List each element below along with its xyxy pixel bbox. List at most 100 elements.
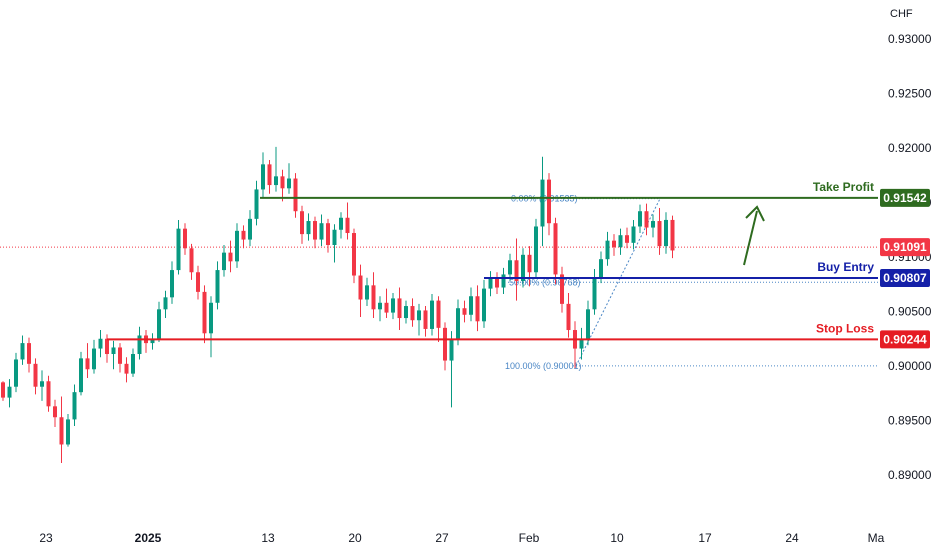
- candle-body: [85, 358, 90, 370]
- x-axis-tick-label: Ma: [868, 531, 885, 545]
- x-axis-tick-label: 27: [435, 531, 449, 545]
- candle-body: [404, 306, 408, 319]
- candle-body: [176, 228, 181, 271]
- candle-body: [118, 347, 122, 364]
- buy-entry-price-tag: 0.90807: [883, 271, 927, 285]
- candle-body: [267, 164, 272, 186]
- candle-body: [157, 309, 161, 339]
- candle-body: [358, 275, 363, 300]
- candle-body: [644, 211, 649, 228]
- candle-body: [20, 343, 25, 360]
- candle-body: [521, 254, 525, 281]
- take-profit-price-tag-box: [880, 188, 930, 207]
- candle-body: [332, 229, 337, 246]
- candle-body: [14, 359, 18, 387]
- candle-body: [664, 219, 668, 247]
- candle-body: [599, 259, 603, 278]
- candle-body: [170, 270, 174, 298]
- candle-body: [482, 288, 486, 322]
- candle-body: [287, 178, 291, 189]
- candle-body: [306, 221, 311, 235]
- candle-body: [183, 228, 187, 249]
- take-profit-price-tag: 0.91542: [883, 191, 927, 205]
- candle-body: [436, 300, 441, 328]
- candle-body: [254, 189, 259, 219]
- candle-body: [495, 277, 499, 288]
- candle-body: [228, 252, 233, 262]
- candle-body: [430, 300, 434, 329]
- take-profit-label: Take Profit: [813, 180, 874, 194]
- candle-body: [365, 285, 369, 300]
- candle-body: [1, 382, 5, 398]
- candle-body: [547, 179, 551, 224]
- candle-body: [631, 226, 636, 243]
- y-axis-tick-label: 0.92500: [888, 87, 932, 101]
- x-axis-tick-label: 23: [39, 531, 53, 545]
- candle-body: [209, 302, 213, 334]
- candle-body: [417, 310, 421, 321]
- candle-body: [137, 335, 142, 355]
- candle-body: [189, 248, 194, 273]
- candle-body: [540, 179, 545, 227]
- y-axis-tick-label: 0.93000: [888, 32, 932, 46]
- candle-body: [235, 230, 239, 262]
- candle-body: [241, 230, 246, 240]
- candle-body: [59, 417, 64, 445]
- up-arrow-shaft: [743, 210, 758, 266]
- stop-loss-price-tag: 0.90244: [883, 332, 927, 346]
- candle-body: [410, 306, 415, 321]
- y-axis-tick-label: 0.92000: [888, 141, 932, 155]
- y-axis-tick-label: 0.89500: [888, 414, 932, 428]
- stop-loss-price-tag-box: [880, 330, 930, 349]
- candle-body: [27, 343, 31, 364]
- candle-body: [53, 406, 57, 418]
- candle-body: [150, 338, 155, 344]
- candle-body: [443, 327, 447, 361]
- candle-body: [592, 277, 597, 310]
- candle-body: [566, 303, 571, 331]
- candle-body: [670, 219, 675, 251]
- candle-body: [124, 363, 129, 374]
- candle-body: [579, 339, 584, 349]
- candle-body: [105, 338, 109, 355]
- candle-body: [618, 235, 623, 248]
- buy-entry-price-tag-box: [880, 269, 930, 288]
- fib-trend-line: [575, 198, 661, 367]
- candle-body: [339, 217, 343, 230]
- candle-body: [462, 308, 467, 315]
- candle-body: [586, 309, 590, 340]
- candle-body: [397, 298, 402, 319]
- candle-body: [79, 358, 83, 393]
- candle-body: [605, 240, 610, 260]
- candle-body: [196, 272, 200, 292]
- candle-body: [527, 254, 532, 273]
- candle-body: [391, 298, 395, 313]
- candle-body: [300, 211, 304, 235]
- candle-body: [384, 302, 389, 313]
- candle-body: [508, 260, 512, 275]
- candle-body: [66, 419, 70, 445]
- candle-body: [248, 218, 252, 240]
- candle-body: [98, 338, 103, 349]
- candle-body: [651, 221, 655, 228]
- y-axis-tick-label: 0.90000: [888, 359, 932, 373]
- candle-body: [475, 296, 480, 322]
- candle-body: [638, 211, 642, 227]
- buy-entry-label: Buy Entry: [817, 260, 874, 274]
- candle-body: [215, 270, 220, 303]
- candle-body: [7, 386, 12, 398]
- fib-level-label: 100.00% (0.90001): [505, 361, 582, 371]
- candle-body: [92, 348, 96, 370]
- candle-body: [293, 178, 298, 212]
- candle-body: [131, 354, 135, 374]
- candle-body: [456, 308, 460, 339]
- candle-body: [46, 381, 51, 407]
- candle-body: [40, 381, 44, 387]
- candle-body: [261, 164, 265, 190]
- candle-body: [280, 176, 285, 189]
- candle-body: [534, 226, 538, 273]
- x-axis-tick-label: 2025: [135, 531, 162, 545]
- y-axis-tick-label: 0.90500: [888, 305, 932, 319]
